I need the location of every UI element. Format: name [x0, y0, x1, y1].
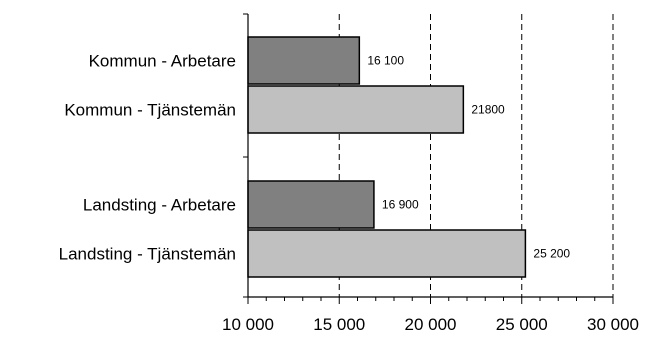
- x-tick-label: 10 000: [222, 315, 274, 334]
- data-label: 16 100: [367, 54, 404, 68]
- x-tick-label: 30 000: [587, 315, 639, 334]
- data-label: 25 200: [533, 247, 570, 261]
- category-label: Landsting - Arbetare: [83, 196, 236, 215]
- data-label: 16 900: [382, 198, 419, 212]
- bar: [247, 36, 361, 85]
- x-tick-label: 25 000: [496, 315, 548, 334]
- bar: [247, 180, 375, 229]
- labels-group: 16 100 Kommun - Arbetare 21800 Kommun - Tjä…: [59, 52, 639, 335]
- category-label: Kommun - Tjänstemän: [64, 101, 236, 120]
- bars-group: [247, 36, 527, 278]
- bar: [247, 85, 465, 134]
- axes-group: [243, 13, 614, 304]
- data-label: 21800: [471, 103, 505, 117]
- category-label: Kommun - Arbetare: [89, 52, 236, 71]
- category-label: Landsting - Tjänstemän: [59, 245, 236, 264]
- bar: [247, 229, 527, 278]
- x-tick-label: 15 000: [313, 315, 365, 334]
- x-tick-label: 20 000: [405, 315, 457, 334]
